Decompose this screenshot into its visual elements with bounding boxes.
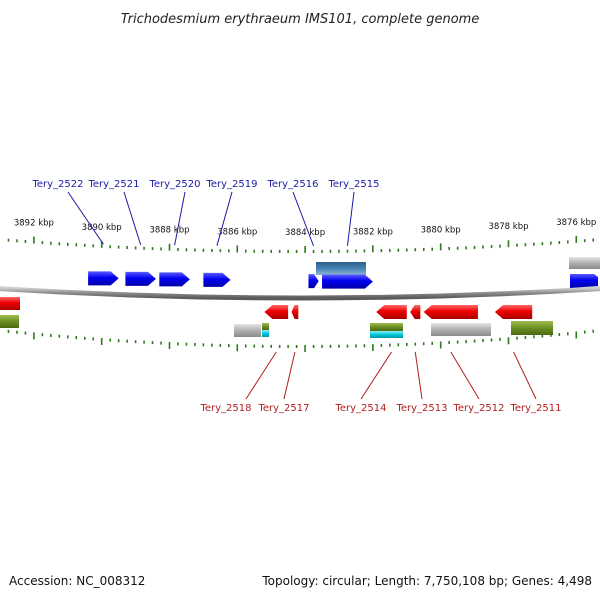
reverse-gene-arrow	[291, 305, 299, 319]
forward-gene-leader	[123, 191, 142, 246]
forward-gene-label: Tery_2522	[31, 179, 83, 190]
reverse-gene-label: Tery_2518	[199, 403, 251, 414]
scale-label: 3876 kbp	[556, 218, 596, 228]
forward-gene-label: Tery_2520	[148, 179, 200, 190]
reverse-gene-label: Tery_2513	[395, 403, 447, 414]
reverse-gene-leader	[245, 351, 277, 400]
reverse-gene-label: Tery_2514	[334, 403, 386, 414]
reverse-gene-label: Tery_2511	[509, 403, 561, 414]
track-block-steelblue	[316, 262, 366, 275]
forward-gene-arrow	[159, 272, 190, 287]
feature-tracks	[0, 257, 600, 338]
reverse-gene-arrow	[494, 305, 533, 319]
forward-gene-arrow	[203, 272, 231, 287]
edge-blue-arrow	[570, 274, 598, 288]
scale-ticks-bottom	[7, 329, 595, 352]
forward-genes: Tery_2522 Tery_2521 Tery_2520 Tery_2519 Tery…	[31, 179, 380, 289]
reverse-gene-leader	[283, 351, 296, 400]
reverse-gene-leader	[360, 351, 392, 400]
track-block-gray-2518	[234, 324, 261, 337]
forward-gene-label: Tery_2515	[327, 179, 379, 190]
edge-olive-block	[0, 315, 19, 328]
forward-gene-arrow	[125, 271, 156, 286]
scale-ticks-top	[7, 235, 595, 253]
forward-gene-leader	[346, 191, 355, 246]
genome-backbone	[0, 286, 600, 301]
track-block-cyan-2517	[262, 330, 269, 337]
scale-label: 3882 kbp	[353, 227, 393, 237]
reverse-gene-arrow	[410, 305, 421, 319]
topology-text: Topology: circular; Length: 7,750,108 bp…	[262, 574, 592, 588]
forward-gene-label: Tery_2521	[87, 179, 139, 190]
scale-label: 3890 kbp	[82, 223, 122, 233]
scale-labels: 3892 kbp 3890 kbp 3888 kbp 3886 kbp 3884 kbp…	[14, 218, 596, 238]
reverse-genes: Tery_2518 Tery_2517 Tery_2514 Tery_2513 Tery…	[199, 305, 562, 414]
track-block-gray-2512	[431, 323, 491, 336]
reverse-gene-leader	[450, 351, 480, 400]
page-title: Trichodesmium erythraeum IMS101, complet…	[121, 12, 480, 27]
forward-gene-leader	[67, 191, 104, 245]
reverse-gene-arrow	[423, 305, 478, 319]
track-block-gray-top	[569, 257, 600, 269]
accession-text: Accession: NC_008312	[9, 574, 146, 588]
scale-label: 3892 kbp	[14, 219, 54, 229]
scale-label: 3884 kbp	[285, 228, 325, 238]
forward-gene-label: Tery_2516	[266, 179, 318, 190]
scale-label: 3878 kbp	[488, 222, 528, 232]
edge-red-arrow	[0, 297, 20, 310]
track-block-olive-2514	[370, 323, 403, 331]
scale-label: 3880 kbp	[421, 225, 461, 235]
reverse-gene-label: Tery_2517	[257, 403, 309, 414]
reverse-gene-leader	[414, 351, 423, 400]
track-block-olive-2511	[511, 321, 553, 335]
forward-gene-leader	[292, 191, 315, 247]
reverse-gene-arrow	[264, 305, 289, 319]
forward-gene-leader	[216, 191, 233, 246]
reverse-gene-label: Tery_2512	[452, 403, 504, 414]
track-block-olive-2517	[262, 323, 269, 330]
forward-gene-label: Tery_2519	[205, 179, 257, 190]
reverse-gene-leader	[513, 351, 537, 400]
scale-label: 3888 kbp	[149, 226, 189, 236]
forward-gene-arrow	[322, 274, 373, 289]
forward-gene-leader	[174, 191, 186, 246]
scale-label: 3886 kbp	[217, 227, 257, 237]
reverse-gene-arrow	[376, 305, 407, 319]
forward-gene-arrow	[308, 274, 319, 289]
forward-gene-arrow	[88, 271, 119, 286]
track-block-cyan-2514	[370, 331, 403, 338]
